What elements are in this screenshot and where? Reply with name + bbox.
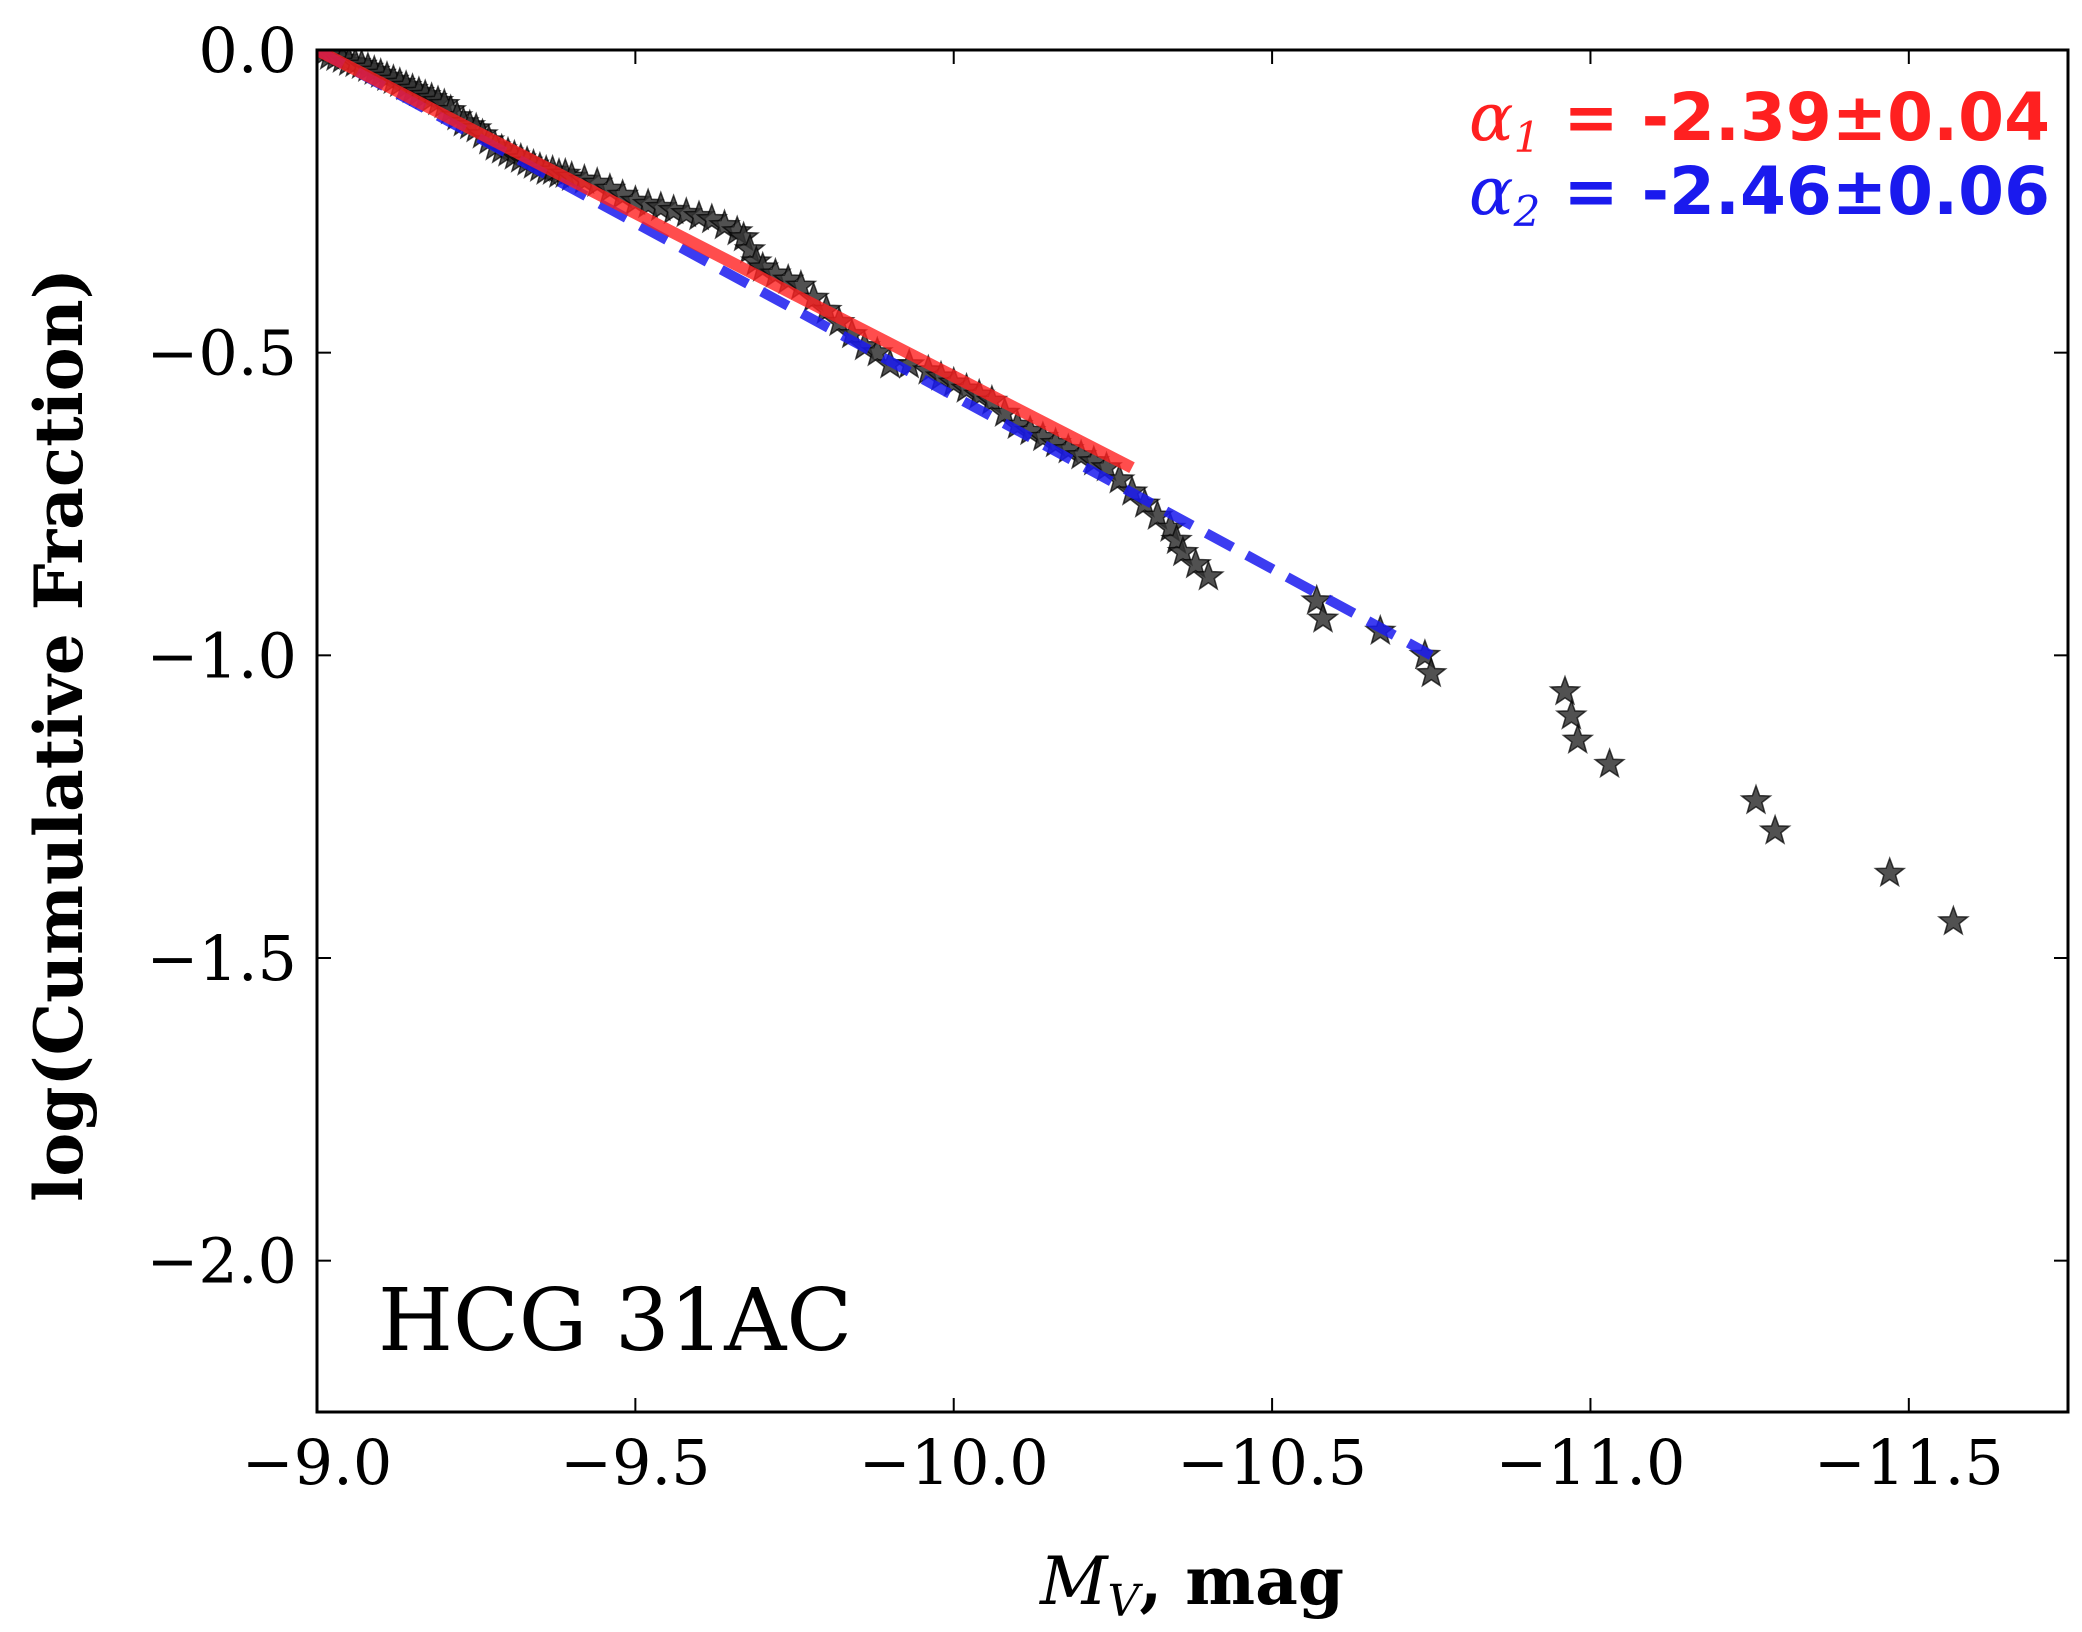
data-point-91	[1179, 547, 1212, 579]
data-point-104	[1873, 856, 1907, 888]
fit-line-α1	[317, 50, 1135, 474]
x-axis-title: MV, mag	[1039, 1542, 1344, 1627]
data-point-98	[1548, 674, 1582, 706]
data-point-55	[733, 232, 767, 264]
x-tick-label-2: −10.0	[859, 1426, 1049, 1499]
data-point-100	[1561, 722, 1595, 754]
data-point-102	[1739, 783, 1773, 815]
data-point-90	[1166, 535, 1200, 567]
data-point-103	[1758, 813, 1792, 845]
data-point-54	[727, 220, 760, 252]
data-point-93	[1300, 583, 1333, 615]
x-axis-symbol: M	[1039, 1543, 1109, 1620]
data-point-105	[1937, 904, 1970, 936]
y-tick-label-3: −1.5	[146, 922, 297, 995]
data-point-99	[1555, 698, 1588, 730]
data-point-97	[1414, 656, 1448, 688]
x-axis-unit: , mag	[1139, 1542, 1344, 1620]
y-tick-label-1: −0.5	[146, 317, 297, 390]
x-tick-label-1: −9.5	[560, 1426, 711, 1499]
data-point-89	[1160, 523, 1193, 555]
fit-label-alpha1: α1 = -2.39±0.04	[1469, 79, 2050, 162]
axis-ticks: −9.0 −9.5 −10.0 −10.5 −11.0 −11.5 0.0 −0.5 −1.0 −…	[146, 14, 2068, 1499]
y-tick-label-0: 0.0	[198, 14, 297, 87]
data-point-101	[1593, 747, 1626, 779]
x-tick-label-0: −9.0	[242, 1426, 393, 1499]
x-tick-label-3: −10.5	[1177, 1426, 1367, 1499]
y-tick-label-2: −1.0	[146, 619, 297, 692]
y-tick-label-4: −2.0	[146, 1225, 297, 1298]
fit-label-alpha2: α2 = -2.46±0.06	[1469, 153, 2050, 236]
x-axis-subscript: V	[1108, 1576, 1144, 1627]
plot-frame	[315, 48, 2070, 1414]
data-point-92	[1192, 559, 1225, 591]
x-tick-label-4: −11.0	[1495, 1426, 1685, 1499]
data-point-94	[1306, 601, 1340, 633]
y-axis-title: log(Cumulative Fraction)	[20, 268, 98, 1202]
plot-marks	[317, 50, 1970, 936]
x-tick-label-5: −11.5	[1814, 1426, 2004, 1499]
panel-label: HCG 31AC	[378, 1271, 852, 1371]
